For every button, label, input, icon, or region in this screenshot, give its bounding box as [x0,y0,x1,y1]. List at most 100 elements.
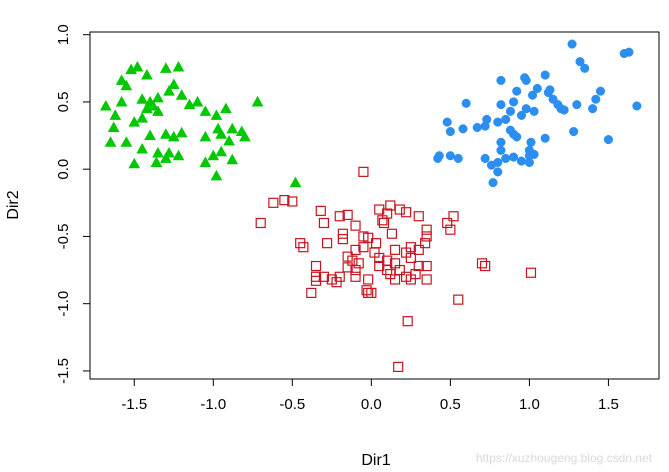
square-point [279,195,290,206]
triangle-point [141,69,153,80]
triangle-point [215,128,228,139]
x-tick-label: 0.0 [361,396,382,413]
square-point [350,271,361,282]
triangle-point [136,142,149,154]
triangle-point [141,102,153,114]
circle-point [516,110,527,120]
x-tick-label: -1.0 [200,396,226,413]
circle-point [572,100,582,110]
square-point [358,242,369,253]
square-point [350,264,361,276]
triangle-point [160,62,172,73]
triangle-point [152,91,164,103]
triangle-point [160,128,172,139]
circle-point [529,149,539,159]
square-point [350,244,361,255]
square-point [255,217,266,229]
triangle-point [199,130,212,142]
triangle-point [152,147,164,158]
square-point [413,211,424,222]
x-tick-label: 1.0 [519,396,540,413]
circle-point [442,117,452,127]
y-tick-label: -1.0 [55,291,72,317]
square-point [389,244,401,255]
triangle-point [104,136,117,147]
square-point [413,244,424,255]
circle-point [480,153,490,163]
triangle-point [172,149,185,161]
circle-point [559,105,569,115]
triangle-point [115,95,128,107]
circle-point [512,86,522,96]
triangle-point [207,149,220,161]
x-tick-label: 0.5 [440,396,461,413]
triangle-point [183,98,196,110]
circle-point [509,152,519,162]
square-point [393,361,404,372]
circle-point [496,75,506,85]
y-tick-label: -1.5 [55,358,72,384]
square-point [445,224,456,235]
circle-point [486,160,497,170]
circle-point [553,100,563,110]
circle-point [496,137,506,147]
square-point [405,252,416,264]
circle-point [526,137,536,147]
triangle-point [131,60,144,72]
square-point [342,209,353,221]
x-tick-label: -1.5 [121,396,147,413]
circle-point [521,75,531,85]
circle-point [624,47,634,57]
circle-point [569,126,579,137]
triangle-point [136,112,149,123]
triangle-point [128,157,141,169]
triangle-point [160,152,172,163]
triangle-point [223,134,235,146]
x-axis-title: Dir1 [361,452,390,469]
circle-point [493,167,503,177]
circle-point [516,156,527,166]
square-point [448,211,459,222]
square-point [480,260,491,272]
square-point [361,285,372,296]
triangle-point [172,60,185,72]
y-tick-label: 0.5 [55,92,72,113]
triangle-point [120,79,133,91]
square-point [287,196,298,207]
triangle-point [210,109,223,120]
triangle-point [120,136,133,147]
circle-point [575,57,585,67]
square-point [421,224,432,235]
y-tick-label: -0.5 [55,224,72,250]
triangle-point [147,99,160,111]
circle-point [580,63,590,73]
triangle-point [109,109,122,120]
square-point [525,267,537,278]
triangle-point [251,95,264,107]
square-point [378,217,390,229]
triangle-point [152,105,164,116]
series-triangle [99,60,302,188]
circle-point [488,178,498,188]
square-point [385,268,396,280]
circle-point [496,100,506,110]
square-point [421,231,432,242]
triangle-point [289,176,302,188]
circle-point [632,101,642,111]
square-point [401,207,412,218]
circle-point [567,39,577,49]
square-point [394,204,405,215]
circle-point [540,70,550,80]
square-point [421,274,432,285]
triangle-point [99,99,112,111]
triangle-point [144,129,156,141]
circle-point [480,121,490,131]
circle-point [496,145,506,155]
square-point [419,238,431,249]
circle-point [461,98,471,108]
square-point [410,268,421,280]
triangle-point [210,169,223,181]
y-axis: -1.5 -1.0 -0.5 0.0 0.5 1.0 [55,24,91,384]
square-point [363,274,374,285]
